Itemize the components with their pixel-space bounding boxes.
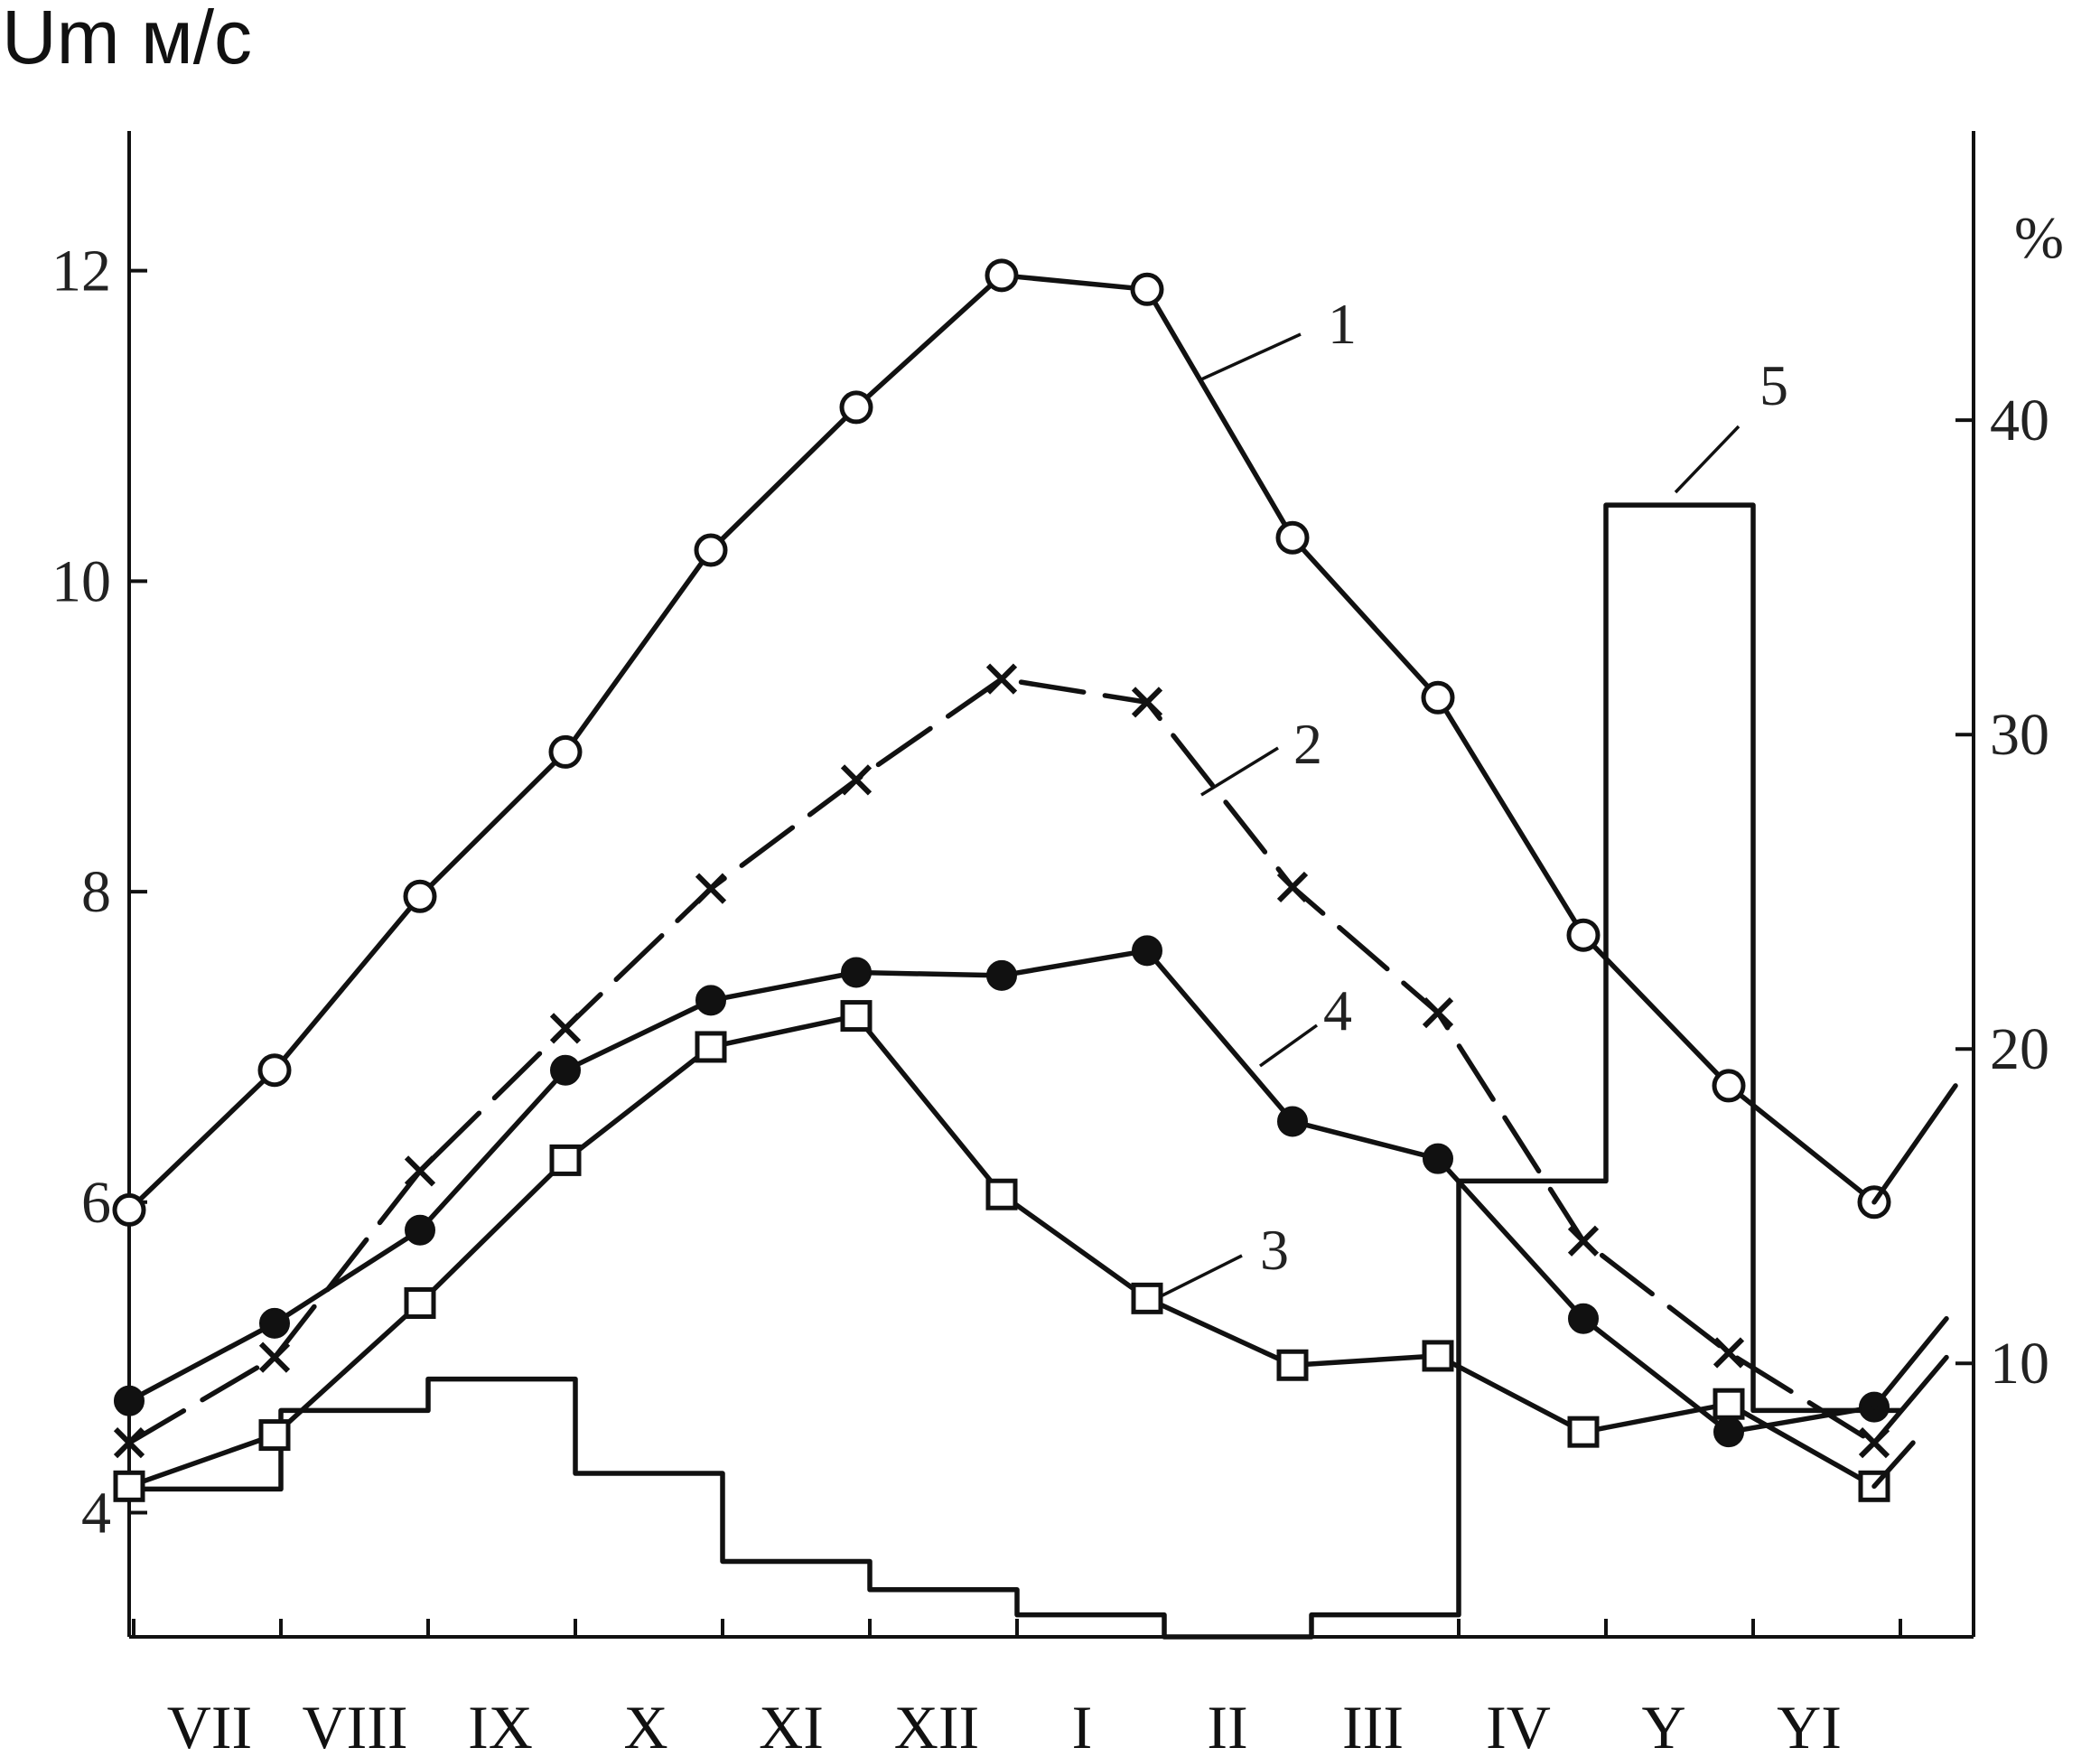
- left-tick-label-4: 4: [81, 1481, 111, 1547]
- series-1-point-3: [548, 734, 583, 769]
- series-1-point-8: [1275, 520, 1310, 555]
- series-3-point-4: [695, 1031, 727, 1063]
- series-1-point-6: [985, 258, 1019, 293]
- left-axis-unit-label: Um м/с: [2, 0, 252, 79]
- month-label-VIII: VIII: [302, 1693, 407, 1757]
- series-2-point-5: [840, 764, 873, 796]
- series-2-point-1: [258, 1341, 291, 1373]
- right-tick-label-20: 20: [1990, 1016, 2049, 1082]
- series-2-point-0: [113, 1427, 145, 1459]
- left-tick-label-10: 10: [51, 548, 111, 614]
- left-tick-label-8: 8: [81, 859, 111, 925]
- left-tick-label-6: 6: [81, 1170, 111, 1236]
- series-5-step-line: [131, 502, 1903, 1640]
- series-4-leader: [1258, 1023, 1319, 1068]
- series-3-point-6: [985, 1178, 1018, 1210]
- month-label-X: X: [623, 1693, 667, 1757]
- series-1-point-1: [257, 1053, 292, 1088]
- series-2-label: 2: [1293, 712, 1322, 776]
- series-4-point-7: [1132, 935, 1162, 967]
- month-label-VII: VII: [167, 1693, 252, 1757]
- series-2-point-3: [549, 1013, 582, 1044]
- month-label-Y: Y: [1641, 1693, 1685, 1757]
- series-4-point-1: [259, 1307, 290, 1339]
- month-label-YI: YI: [1777, 1693, 1842, 1757]
- series-3-point-0: [113, 1470, 145, 1502]
- series-5-label: 5: [1759, 353, 1788, 417]
- series-1-point-10: [1566, 918, 1601, 952]
- series-2-point-6: [985, 663, 1018, 695]
- series-3-point-1: [258, 1419, 291, 1452]
- series-1-point-11: [1712, 1069, 1746, 1103]
- series-4-point-4: [695, 985, 726, 1016]
- series-4-point-10: [1568, 1303, 1599, 1334]
- series-2-leader: [1200, 746, 1279, 797]
- series-1-point-7: [1130, 272, 1164, 306]
- month-label-I: I: [1072, 1693, 1093, 1757]
- month-label-III: III: [1342, 1693, 1404, 1757]
- month-label-IX: IX: [468, 1693, 533, 1757]
- series-4-point-5: [841, 957, 872, 988]
- series-4-point-11: [1713, 1416, 1744, 1448]
- series-2-point-9: [1422, 997, 1454, 1029]
- series-marks: [112, 258, 1958, 1640]
- series-1-tail: [1871, 1083, 1958, 1205]
- series-3-point-2: [404, 1287, 436, 1320]
- right-axis-unit-label: %: [2014, 205, 2064, 271]
- series-3-tail: [1871, 1440, 1916, 1490]
- series-4-point-3: [550, 1054, 581, 1086]
- series-3-point-3: [549, 1144, 582, 1176]
- series-1-point-4: [694, 533, 728, 567]
- series-2-point-4: [695, 873, 727, 904]
- series-4-point-0: [114, 1385, 145, 1416]
- series-1-point-2: [403, 879, 437, 913]
- series-1-label: 1: [1328, 292, 1357, 356]
- series-1-point-0: [112, 1192, 146, 1227]
- series-1-point-5: [839, 390, 873, 425]
- series-4-tail: [1871, 1315, 1949, 1410]
- series-1-point-9: [1421, 680, 1455, 715]
- series-5-leader: [1674, 425, 1741, 494]
- series-4-label: 4: [1323, 978, 1352, 1042]
- series-2-point-8: [1276, 871, 1309, 903]
- series-4-point-9: [1423, 1143, 1453, 1174]
- series-3-point-5: [840, 1000, 873, 1033]
- right-tick-label-30: 30: [1990, 702, 2049, 768]
- series-3-point-8: [1276, 1349, 1309, 1381]
- series-4-point-8: [1277, 1106, 1308, 1137]
- series-1-line: [126, 273, 1877, 1213]
- series-2-point-7: [1131, 687, 1163, 718]
- series-2-point-11: [1713, 1337, 1745, 1369]
- month-label-XI: XI: [759, 1693, 824, 1757]
- month-label-II: II: [1207, 1693, 1247, 1757]
- series-3-leader: [1160, 1254, 1243, 1298]
- series-2-point-2: [404, 1155, 436, 1187]
- series-3-point-7: [1131, 1282, 1163, 1314]
- left-tick-label-12: 12: [51, 238, 111, 304]
- series-2-tail: [1871, 1354, 1949, 1445]
- series-labels: 1 2 3 4 5: [1160, 292, 1788, 1298]
- right-tick-label-10: 10: [1990, 1331, 2049, 1397]
- right-tick-label-40: 40: [1990, 388, 2049, 453]
- series-3-label: 3: [1260, 1218, 1289, 1282]
- series-1-leader: [1200, 332, 1302, 381]
- series-4-point-6: [986, 959, 1017, 991]
- series-4-point-2: [405, 1214, 435, 1246]
- month-label-XII: XII: [894, 1693, 979, 1757]
- series-3-point-11: [1713, 1388, 1745, 1420]
- series-3-point-9: [1422, 1340, 1454, 1372]
- month-label-IV: IV: [1486, 1693, 1551, 1757]
- series-2-point-10: [1567, 1225, 1600, 1257]
- series-3-point-10: [1567, 1416, 1600, 1448]
